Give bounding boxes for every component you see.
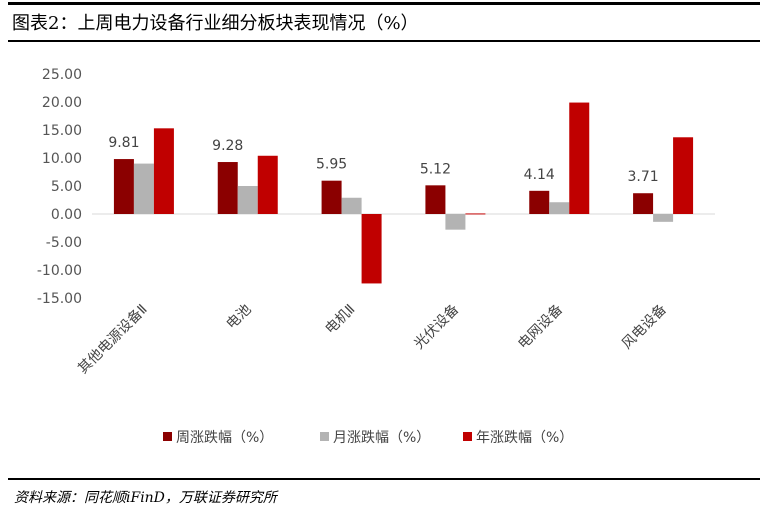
bar	[465, 213, 486, 215]
category-label: 电机Ⅱ	[322, 302, 358, 338]
source-note: 资料来源：同花顺iFinD，万联证券研究所	[14, 490, 277, 506]
y-tick-label: -15.00	[37, 291, 82, 307]
y-axis: 25.00 20.00 15.00 10.00 5.00 0.00 -5.00 -10.00 -…	[37, 67, 82, 307]
bar-group	[633, 137, 694, 222]
bar	[217, 162, 238, 214]
legend-item: 年涨跌幅（%）	[463, 430, 573, 446]
data-label: 4.14	[524, 167, 555, 183]
data-label: 9.81	[108, 135, 139, 151]
category-label: 光伏设备	[411, 301, 463, 353]
bar-group	[425, 185, 486, 230]
y-tick-label: 10.00	[42, 151, 82, 167]
data-label: 5.95	[316, 157, 347, 173]
bar	[237, 186, 258, 214]
category-label: 电网设备	[514, 301, 566, 353]
data-label: 9.28	[212, 138, 243, 154]
legend-item: 周涨跌幅（%）	[163, 430, 273, 446]
bar	[153, 128, 174, 214]
bar	[361, 214, 382, 284]
legend: 周涨跌幅（%） 月涨跌幅（%） 年涨跌幅（%）	[163, 430, 573, 446]
bottom-rule	[8, 478, 760, 480]
bar	[653, 214, 674, 222]
bar	[445, 214, 466, 230]
title-rule	[8, 40, 760, 42]
bar	[425, 185, 446, 214]
bar	[321, 180, 342, 214]
bar-group	[113, 128, 174, 214]
y-tick-label: 25.00	[42, 67, 82, 83]
legend-label: 周涨跌幅（%）	[176, 430, 273, 446]
y-tick-label: 5.00	[51, 179, 82, 195]
data-label: 3.71	[627, 169, 658, 185]
bar	[341, 197, 362, 214]
bar	[133, 163, 154, 214]
data-label: 5.12	[420, 161, 451, 177]
x-axis-categories: 其他电源设备Ⅱ 电池 电机Ⅱ 光伏设备 电网设备 风电设备	[74, 301, 669, 377]
bar-group	[217, 155, 278, 214]
bar	[569, 102, 590, 214]
y-tick-label: 15.00	[42, 123, 82, 139]
bar	[549, 202, 570, 214]
bar-group	[321, 180, 382, 284]
top-rule	[8, 2, 760, 5]
bar	[113, 159, 134, 214]
bar	[673, 137, 694, 214]
y-tick-label: -10.00	[37, 263, 82, 279]
bar-chart: 25.00 20.00 15.00 10.00 5.00 0.00 -5.00 -10.00 -…	[37, 67, 715, 446]
data-labels: 9.81 9.28 5.95 5.12 4.14 3.71	[108, 135, 658, 185]
bar	[633, 193, 654, 214]
y-tick-label: -5.00	[46, 235, 82, 251]
category-label: 风电设备	[618, 301, 670, 353]
category-label: 其他电源设备Ⅱ	[74, 301, 150, 377]
bar-groups	[113, 102, 694, 284]
y-tick-label: 0.00	[51, 207, 82, 223]
legend-item: 月涨跌幅（%）	[320, 430, 430, 446]
bar	[257, 155, 278, 214]
legend-swatch	[163, 432, 172, 441]
legend-swatch	[463, 432, 472, 441]
legend-label: 月涨跌幅（%）	[333, 430, 430, 446]
legend-swatch	[320, 432, 329, 441]
category-label: 电池	[223, 302, 254, 333]
bar-group	[529, 102, 590, 214]
bar	[529, 190, 550, 214]
legend-label: 年涨跌幅（%）	[476, 430, 573, 446]
y-tick-label: 20.00	[42, 95, 82, 111]
figure-title: 图表2：上周电力设备行业细分板块表现情况（%）	[12, 13, 419, 34]
